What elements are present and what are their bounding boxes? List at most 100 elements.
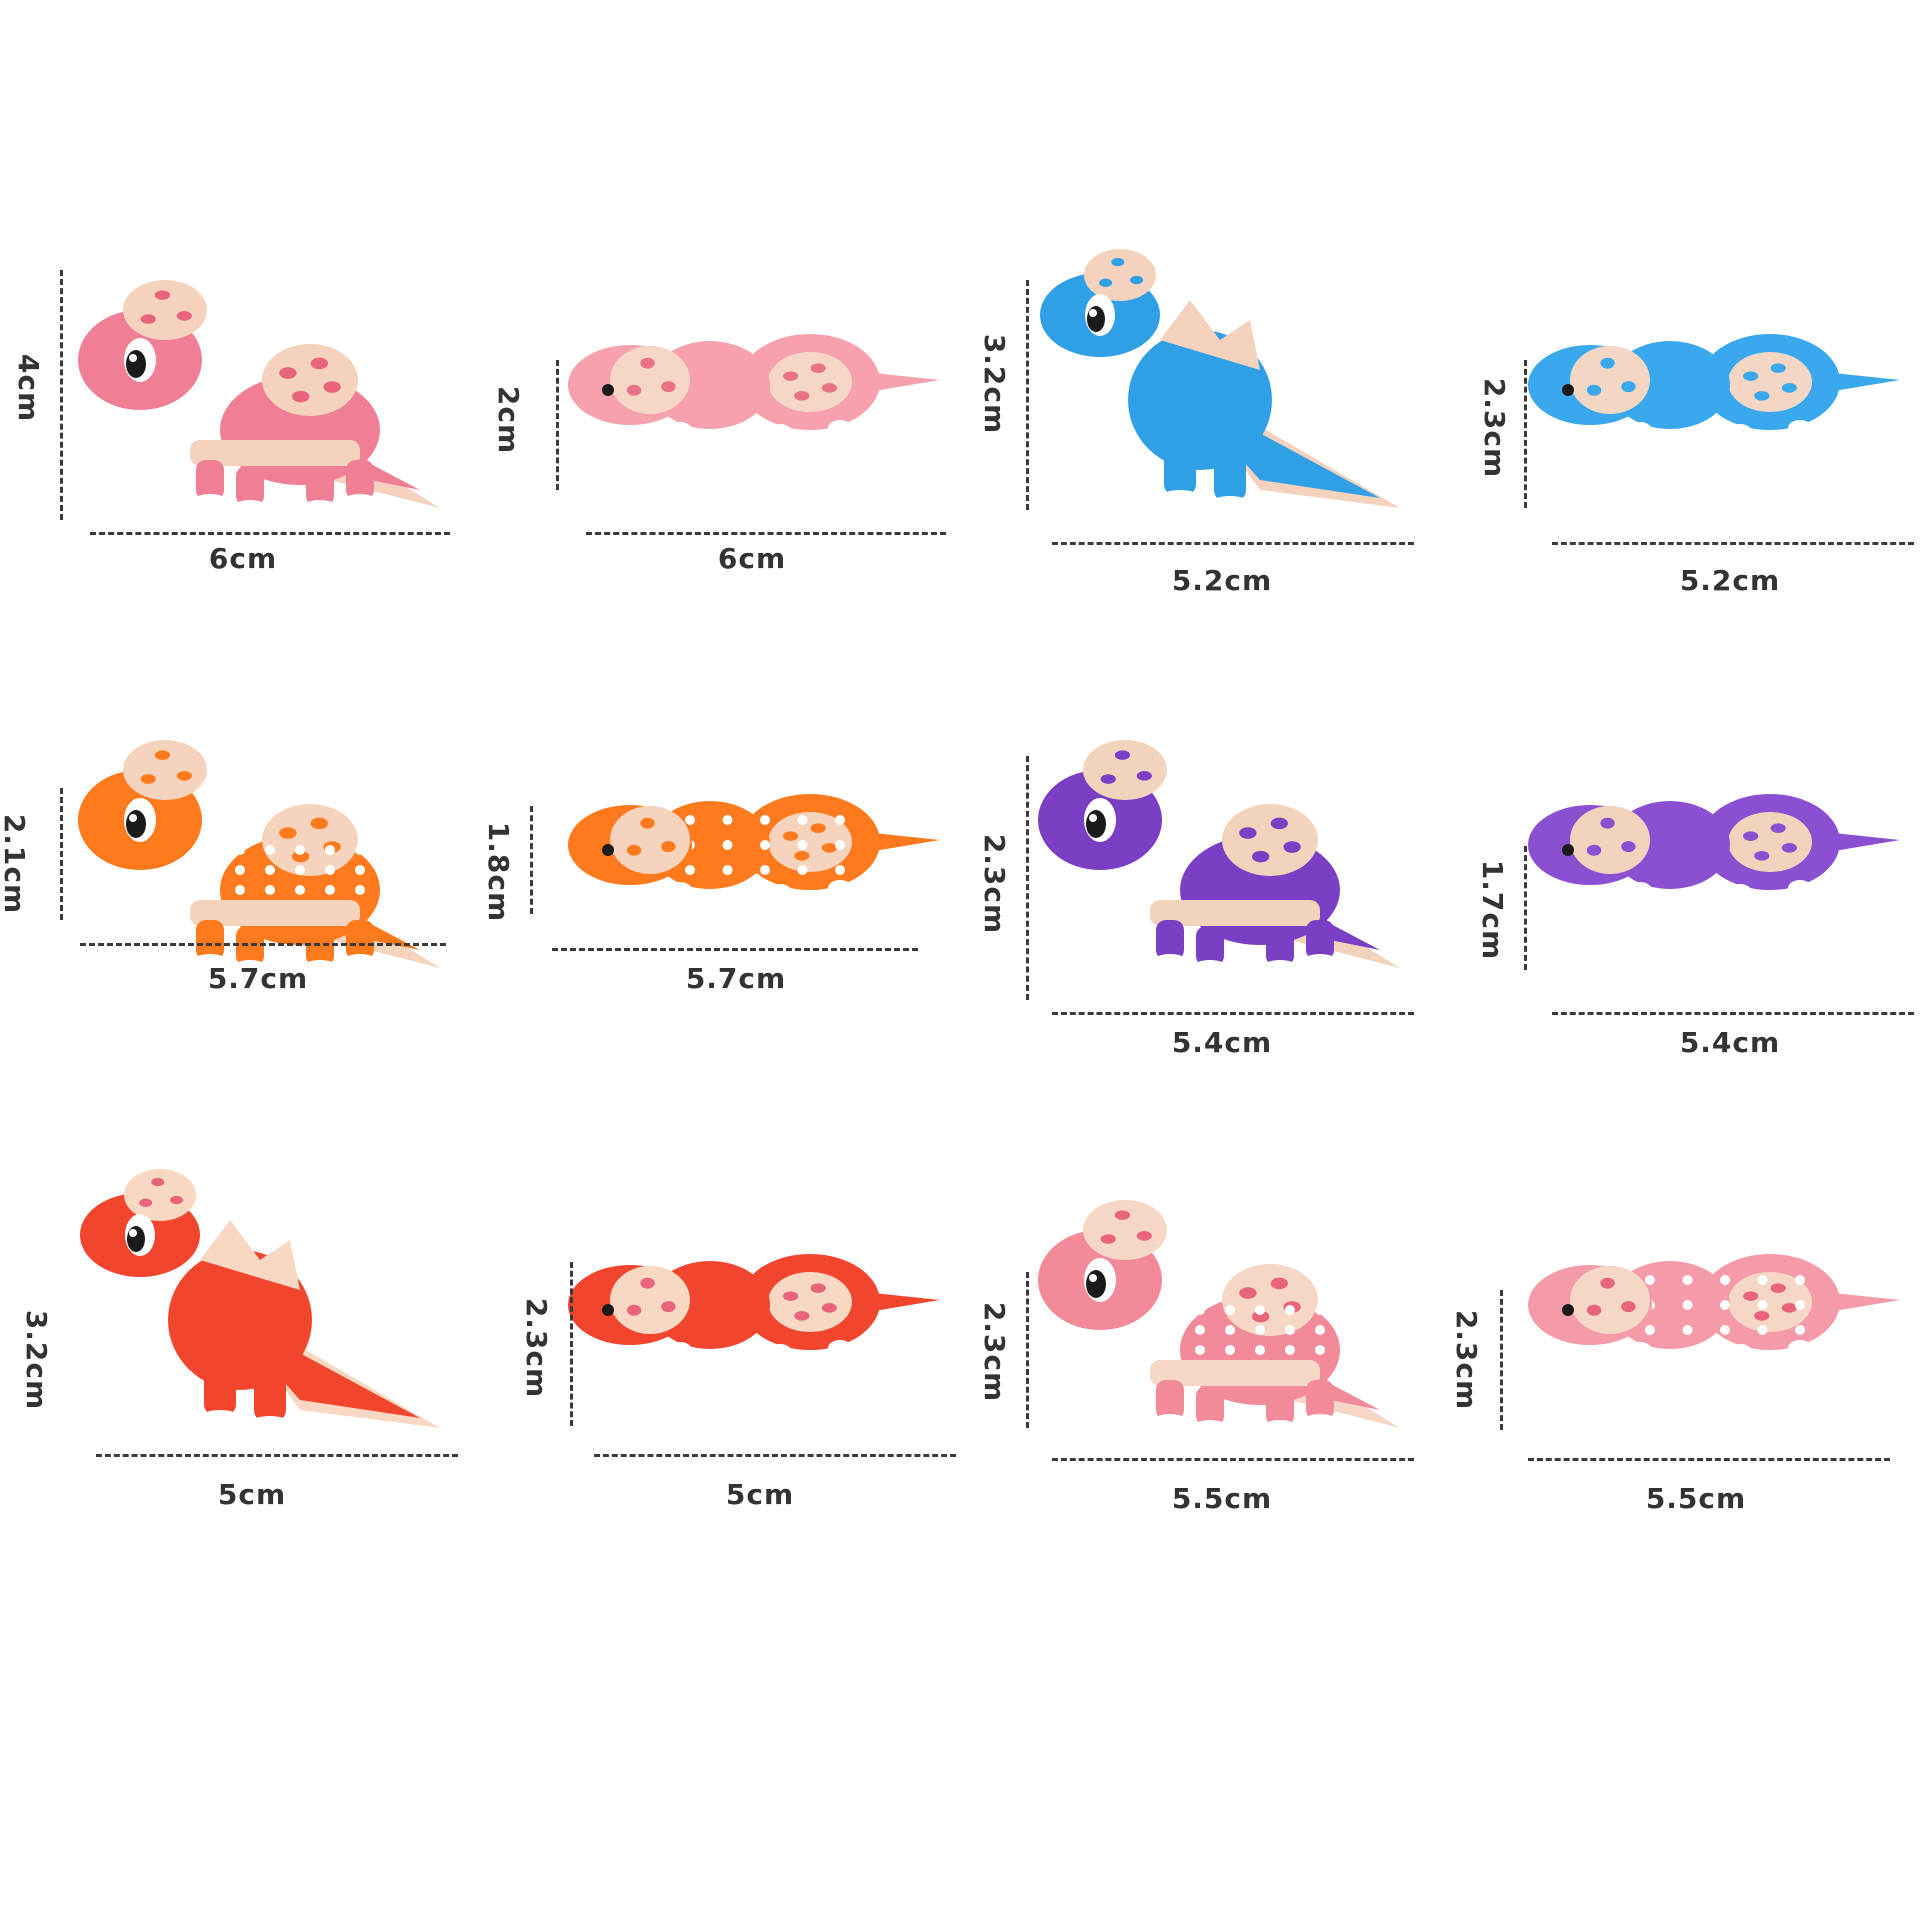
claw: [304, 500, 336, 512]
eye-shine: [129, 354, 137, 362]
spot: [821, 1303, 837, 1313]
eye-pupil: [1086, 810, 1106, 838]
claw: [1628, 882, 1652, 898]
dot: [235, 845, 245, 855]
leg: [1306, 920, 1334, 960]
width-dimension-line: [90, 532, 450, 535]
dot: [1225, 1305, 1235, 1315]
height-label: 4cm: [12, 353, 45, 423]
head-plate: [610, 1266, 690, 1334]
width-dimension-line: [96, 1454, 458, 1457]
height-dimension-line: [1026, 756, 1029, 1000]
height-dimension-line: [60, 788, 63, 920]
leg: [346, 460, 374, 500]
dot: [295, 865, 305, 875]
dot: [1195, 1325, 1205, 1335]
dot: [1255, 1345, 1265, 1355]
toy-cell: 2.3cm 5.4cm: [960, 700, 1440, 1140]
claw: [768, 1344, 792, 1360]
claw: [1212, 496, 1248, 508]
spot: [1252, 850, 1270, 863]
dot: [1757, 1275, 1768, 1285]
dot: [265, 865, 275, 875]
toy-figure: [1038, 740, 1400, 972]
claw: [194, 954, 226, 966]
dot: [1795, 1275, 1805, 1285]
dot: [1225, 1325, 1235, 1335]
toy-cell: 3.2cm 5.2cm: [960, 240, 1440, 680]
dot: [235, 865, 245, 875]
leg: [196, 460, 224, 500]
spot: [1600, 1277, 1615, 1289]
leg: [1266, 926, 1294, 966]
eye-pupil: [1562, 1304, 1574, 1316]
spot: [1099, 278, 1113, 287]
eye-shine: [1089, 814, 1097, 822]
claw: [344, 494, 376, 506]
dot: [685, 865, 695, 875]
height-label: 2.3cm: [978, 833, 1011, 935]
claw: [1162, 490, 1198, 502]
head-plate: [1570, 1266, 1650, 1334]
claw: [1264, 960, 1296, 972]
width-label: 5.4cm: [1679, 1026, 1781, 1059]
spot: [1136, 1231, 1152, 1241]
dot: [1255, 1305, 1265, 1315]
spot: [154, 750, 170, 760]
back-plate: [1728, 812, 1812, 872]
leg: [1196, 926, 1224, 966]
width-dimension-line: [594, 1454, 956, 1457]
width-dimension-line: [1552, 542, 1914, 545]
head-plate: [1084, 249, 1156, 301]
claw: [668, 422, 692, 438]
toy-figure: [568, 334, 940, 440]
spot: [1754, 1311, 1770, 1321]
toy-figure: [1528, 334, 1900, 440]
dot: [722, 865, 733, 875]
eye-pupil: [1562, 844, 1574, 856]
spot: [783, 831, 799, 841]
toy-cell: 2cm 6cm: [480, 240, 960, 680]
claw: [768, 424, 792, 440]
eye-shine: [1089, 1274, 1097, 1282]
spot: [1770, 363, 1786, 373]
claw: [1304, 1414, 1336, 1426]
width-label: 5cm: [725, 1478, 795, 1511]
back-plate: [768, 812, 852, 872]
spot: [783, 1291, 799, 1301]
spot: [1754, 851, 1770, 861]
eye-pupil: [126, 350, 146, 378]
eye-shine: [1089, 309, 1097, 317]
claw: [768, 884, 792, 900]
head-plate: [123, 280, 207, 340]
claw: [1194, 1420, 1226, 1432]
head-plate: [610, 806, 690, 874]
toy-cell: 3.2cm 5cm: [0, 1160, 480, 1600]
eye-shine: [129, 814, 137, 822]
dot: [235, 885, 245, 895]
belly: [1150, 900, 1320, 926]
spot: [310, 357, 328, 370]
dot: [1720, 1325, 1730, 1335]
spot: [821, 843, 837, 853]
back-plate: [262, 804, 358, 876]
leg: [236, 466, 264, 506]
claw: [1728, 424, 1752, 440]
dot: [835, 815, 845, 825]
height-label: 3.2cm: [978, 333, 1011, 435]
height-dimension-line: [1026, 1272, 1029, 1428]
claw: [1728, 1344, 1752, 1360]
eye-pupil: [127, 1226, 145, 1252]
dot: [1682, 1275, 1693, 1285]
spot: [1781, 1303, 1797, 1313]
claw: [194, 494, 226, 506]
claw: [252, 1416, 288, 1428]
width-dimension-line: [80, 943, 446, 946]
spot: [661, 841, 676, 853]
height-label: 2.3cm: [1478, 377, 1511, 479]
claw: [1304, 954, 1336, 966]
spot: [1252, 1310, 1270, 1323]
toy-figure: [78, 740, 440, 972]
dot: [295, 845, 305, 855]
eye-pupil: [126, 810, 146, 838]
